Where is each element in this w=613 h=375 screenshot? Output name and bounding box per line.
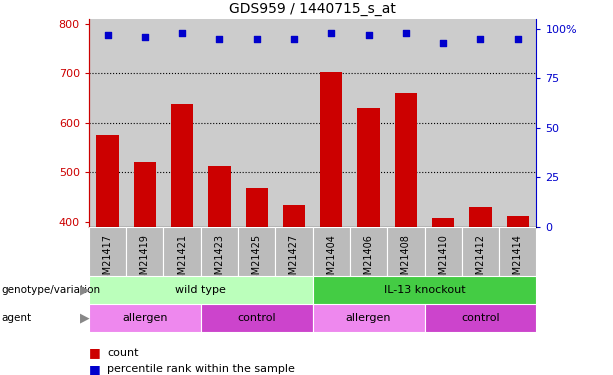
Bar <box>89 276 313 304</box>
Text: ▶: ▶ <box>80 283 89 296</box>
Text: wild type: wild type <box>175 285 226 295</box>
Bar <box>89 227 126 276</box>
Bar <box>313 304 424 332</box>
Text: GSM21423: GSM21423 <box>215 234 224 287</box>
Bar <box>96 135 119 227</box>
Text: allergen: allergen <box>346 313 391 323</box>
Point <box>289 36 299 42</box>
Bar <box>164 227 200 276</box>
Bar <box>89 304 201 332</box>
Point <box>252 36 262 42</box>
Bar <box>350 227 387 276</box>
Text: GSM21414: GSM21414 <box>512 234 523 287</box>
Text: ■: ■ <box>89 363 101 375</box>
Bar <box>208 166 230 227</box>
Point <box>438 39 448 45</box>
Bar <box>283 205 305 227</box>
Bar <box>313 227 350 276</box>
Point <box>177 30 187 36</box>
Text: count: count <box>107 348 139 357</box>
Text: allergen: allergen <box>122 313 167 323</box>
Bar <box>387 227 424 276</box>
Point <box>364 32 373 38</box>
Text: control: control <box>461 313 500 323</box>
Bar <box>320 72 343 227</box>
Bar <box>134 162 156 227</box>
Bar <box>201 227 238 276</box>
Point <box>513 36 523 42</box>
Bar <box>424 227 462 276</box>
Bar <box>499 227 536 276</box>
Bar <box>201 304 313 332</box>
Bar <box>506 216 529 227</box>
Point <box>215 36 224 42</box>
Bar <box>171 104 193 227</box>
Text: GSM21408: GSM21408 <box>401 234 411 287</box>
Text: GSM21404: GSM21404 <box>326 234 337 287</box>
Text: percentile rank within the sample: percentile rank within the sample <box>107 364 295 374</box>
Bar <box>238 227 275 276</box>
Bar <box>432 218 454 227</box>
Bar <box>462 227 499 276</box>
Point <box>140 34 150 40</box>
Point <box>326 30 336 36</box>
Bar <box>470 207 492 227</box>
Text: IL-13 knockout: IL-13 knockout <box>384 285 465 295</box>
Text: GSM21417: GSM21417 <box>102 234 113 287</box>
Bar <box>245 188 268 227</box>
Bar <box>275 227 313 276</box>
Text: GSM21421: GSM21421 <box>177 234 187 287</box>
Point <box>102 32 112 38</box>
Text: agent: agent <box>1 313 31 323</box>
Text: GSM21419: GSM21419 <box>140 234 150 287</box>
Bar <box>424 304 536 332</box>
Text: GSM21425: GSM21425 <box>252 234 262 287</box>
Text: GSM21427: GSM21427 <box>289 234 299 287</box>
Title: GDS959 / 1440715_s_at: GDS959 / 1440715_s_at <box>229 2 396 16</box>
Text: ▶: ▶ <box>80 311 89 324</box>
Bar <box>313 276 536 304</box>
Text: GSM21412: GSM21412 <box>476 234 485 287</box>
Text: genotype/variation: genotype/variation <box>1 285 101 295</box>
Text: GSM21406: GSM21406 <box>364 234 373 287</box>
Text: GSM21410: GSM21410 <box>438 234 448 287</box>
Bar <box>395 93 417 227</box>
Point <box>401 30 411 36</box>
Point <box>476 36 485 42</box>
Bar <box>357 108 380 227</box>
Text: control: control <box>237 313 276 323</box>
Bar <box>126 227 164 276</box>
Text: ■: ■ <box>89 346 101 359</box>
